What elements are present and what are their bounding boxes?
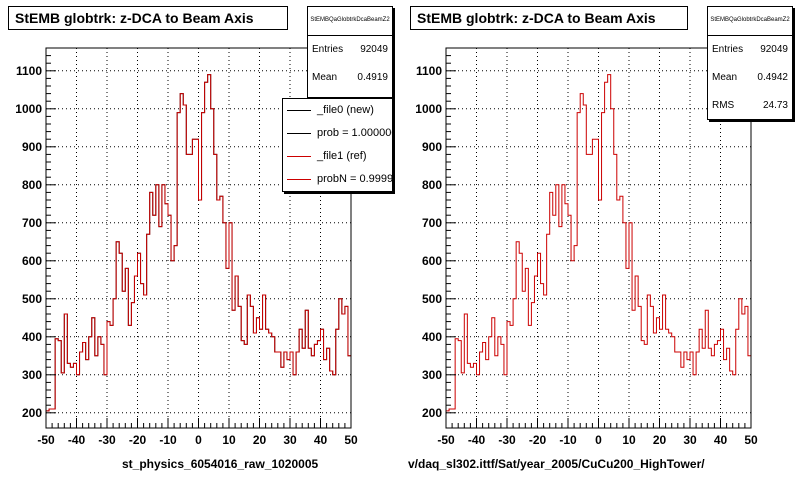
y-tick-label: 1100 bbox=[416, 64, 442, 78]
y-tick-label: 200 bbox=[422, 406, 442, 420]
left-stats-box: StEMBQaGlobtrkDcaBeamZ2 Entries 92049 Me… bbox=[307, 6, 393, 98]
x-tick-label: -20 bbox=[529, 433, 547, 447]
y-tick-label: 500 bbox=[22, 292, 42, 306]
y-tick-label: 700 bbox=[422, 216, 442, 230]
legend-entry: _file0 (new) bbox=[283, 99, 392, 122]
left-plot-canvas: -50 -40 -30 -20 -10 0 10 20 30 40 50 200 300 400 500 60… bbox=[15, 47, 358, 447]
legend-line-ref-prob bbox=[287, 179, 311, 180]
stats-mean-value: 0.4919 bbox=[357, 72, 388, 83]
y-tick-label: 400 bbox=[22, 330, 42, 344]
stats-rms-value: 24.73 bbox=[762, 100, 788, 111]
x-tick-label: -30 bbox=[98, 433, 116, 447]
left-plot-title: StEMB globtrk: z-DCA to Beam Axis bbox=[8, 6, 288, 30]
y-tick-label: 1100 bbox=[16, 64, 42, 78]
x-tick-label: 10 bbox=[622, 433, 636, 447]
right-stats-rms-row: RMS 24.73 bbox=[708, 92, 792, 120]
x-tick-label: 20 bbox=[653, 433, 667, 447]
y-tick-label: 300 bbox=[22, 368, 42, 382]
x-tick-label: -30 bbox=[498, 433, 516, 447]
histogram-series-1 bbox=[46, 74, 351, 412]
x-tick-label: 40 bbox=[714, 433, 728, 447]
y-tick-label: 1000 bbox=[15, 102, 42, 116]
stats-mean-value: 0.4942 bbox=[757, 72, 788, 83]
left-legend-box: _file0 (new) prob = 1.000000 _file1 (ref… bbox=[282, 98, 393, 192]
x-tick-label: 0 bbox=[595, 433, 602, 447]
x-tick-label: 10 bbox=[222, 433, 236, 447]
legend-entry: _file1 (ref) bbox=[283, 145, 392, 168]
x-tick-label: 30 bbox=[683, 433, 697, 447]
y-tick-label: 900 bbox=[422, 140, 442, 154]
y-tick-label: 1000 bbox=[415, 102, 442, 116]
right-x-axis-title: v/daq_sl302.ittf/Sat/year_2005/CuCu200_H… bbox=[408, 457, 705, 471]
stats-entries-value: 92049 bbox=[760, 44, 788, 55]
right-stats-entries-row: Entries 92049 bbox=[708, 36, 792, 64]
left-stats-entries-row: Entries 92049 bbox=[308, 36, 392, 64]
y-tick-label: 500 bbox=[422, 292, 442, 306]
left-stats-mean-row: Mean 0.4919 bbox=[308, 64, 392, 92]
y-tick-label: 700 bbox=[22, 216, 42, 230]
right-histogram-panel: -50 -40 -30 -20 -10 0 10 20 30 40 50 200 300 400 500 60… bbox=[400, 0, 800, 480]
legend-label: prob = 1.000000 bbox=[317, 127, 393, 139]
y-tick-label: 300 bbox=[422, 368, 442, 382]
legend-line-ref bbox=[287, 156, 311, 157]
x-tick-label: 50 bbox=[744, 433, 758, 447]
x-tick-label: -50 bbox=[437, 433, 455, 447]
x-tick-label: 20 bbox=[253, 433, 267, 447]
stats-mean-label: Mean bbox=[312, 72, 338, 83]
x-tick-label: -20 bbox=[129, 433, 147, 447]
legend-entry: probN = 0.999995 bbox=[283, 168, 392, 191]
stats-entries-label: Entries bbox=[712, 44, 744, 55]
right-stats-mean-row: Mean 0.4942 bbox=[708, 64, 792, 92]
x-tick-label: -50 bbox=[37, 433, 55, 447]
y-tick-label: 900 bbox=[22, 140, 42, 154]
left-stats-name: StEMBQaGlobtrkDcaBeamZ2 bbox=[308, 7, 392, 36]
x-tick-label: -40 bbox=[68, 433, 86, 447]
legend-label: _file0 (new) bbox=[317, 104, 374, 116]
y-tick-label: 200 bbox=[22, 406, 42, 420]
right-stats-name: StEMBQaGlobtrkDcaBeamZ2 bbox=[708, 7, 792, 36]
left-x-axis-title: st_physics_6054016_raw_1020005 bbox=[122, 457, 319, 471]
y-tick-label: 400 bbox=[422, 330, 442, 344]
x-tick-label: -10 bbox=[559, 433, 577, 447]
legend-line-new bbox=[287, 110, 311, 111]
legend-line-new-prob bbox=[287, 133, 311, 134]
x-tick-label: 30 bbox=[283, 433, 297, 447]
left-histogram-panel: -50 -40 -30 -20 -10 0 10 20 30 40 50 200 300 400 500 60… bbox=[8, 6, 393, 471]
stats-entries-value: 92049 bbox=[360, 44, 388, 55]
stats-entries-label: Entries bbox=[312, 44, 344, 55]
right-plot-canvas: -50 -40 -30 -20 -10 0 10 20 30 40 50 200 300 400 500 60… bbox=[415, 47, 758, 447]
y-tick-label: 600 bbox=[22, 254, 42, 268]
y-tick-label: 600 bbox=[422, 254, 442, 268]
x-tick-label: -40 bbox=[468, 433, 486, 447]
x-tick-label: -10 bbox=[159, 433, 177, 447]
x-tick-label: 0 bbox=[195, 433, 202, 447]
right-plot-title: StEMB globtrk: z-DCA to Beam Axis bbox=[410, 6, 688, 30]
x-tick-label: 50 bbox=[344, 433, 358, 447]
legend-entry: prob = 1.000000 bbox=[283, 122, 392, 145]
y-tick-label: 800 bbox=[22, 178, 42, 192]
y-tick-label: 800 bbox=[422, 178, 442, 192]
x-tick-label: 40 bbox=[314, 433, 328, 447]
stats-mean-label: Mean bbox=[712, 72, 738, 83]
histogram-series-0 bbox=[446, 74, 751, 412]
legend-label: _file1 (ref) bbox=[317, 150, 367, 162]
right-stats-box: StEMBQaGlobtrkDcaBeamZ2 Entries 92049 Me… bbox=[707, 6, 793, 120]
stats-rms-label: RMS bbox=[712, 100, 735, 111]
legend-label: probN = 0.999995 bbox=[317, 173, 393, 185]
